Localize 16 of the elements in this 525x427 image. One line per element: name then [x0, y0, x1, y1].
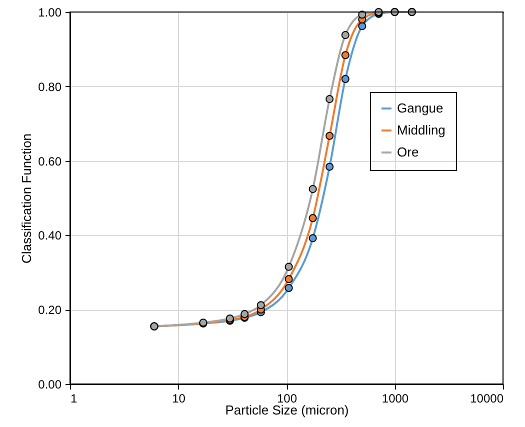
y-axis-title: Classification Function — [19, 133, 34, 264]
y-tick-label: 0.80 — [38, 80, 62, 94]
x-tick-label: 10000 — [470, 392, 504, 406]
legend-label: Middling — [397, 122, 446, 138]
x-tick-label: 10 — [172, 392, 186, 406]
x-tick-label: 100 — [276, 392, 298, 406]
y-tick-label: 0.60 — [38, 154, 62, 168]
y-tick-label: 0.40 — [38, 228, 62, 243]
y-tick-label: 0.20 — [38, 303, 62, 318]
y-tick-label: 1.00 — [38, 6, 62, 20]
x-tick-label: 1 — [70, 392, 78, 406]
legend-label: Gangue — [397, 100, 444, 116]
x-axis-title: Particle Size (micron) — [225, 402, 349, 418]
legend-label: Ore — [397, 144, 419, 160]
x-tick-label: 1000 — [382, 392, 409, 406]
y-tick-label: 0.00 — [38, 378, 62, 392]
